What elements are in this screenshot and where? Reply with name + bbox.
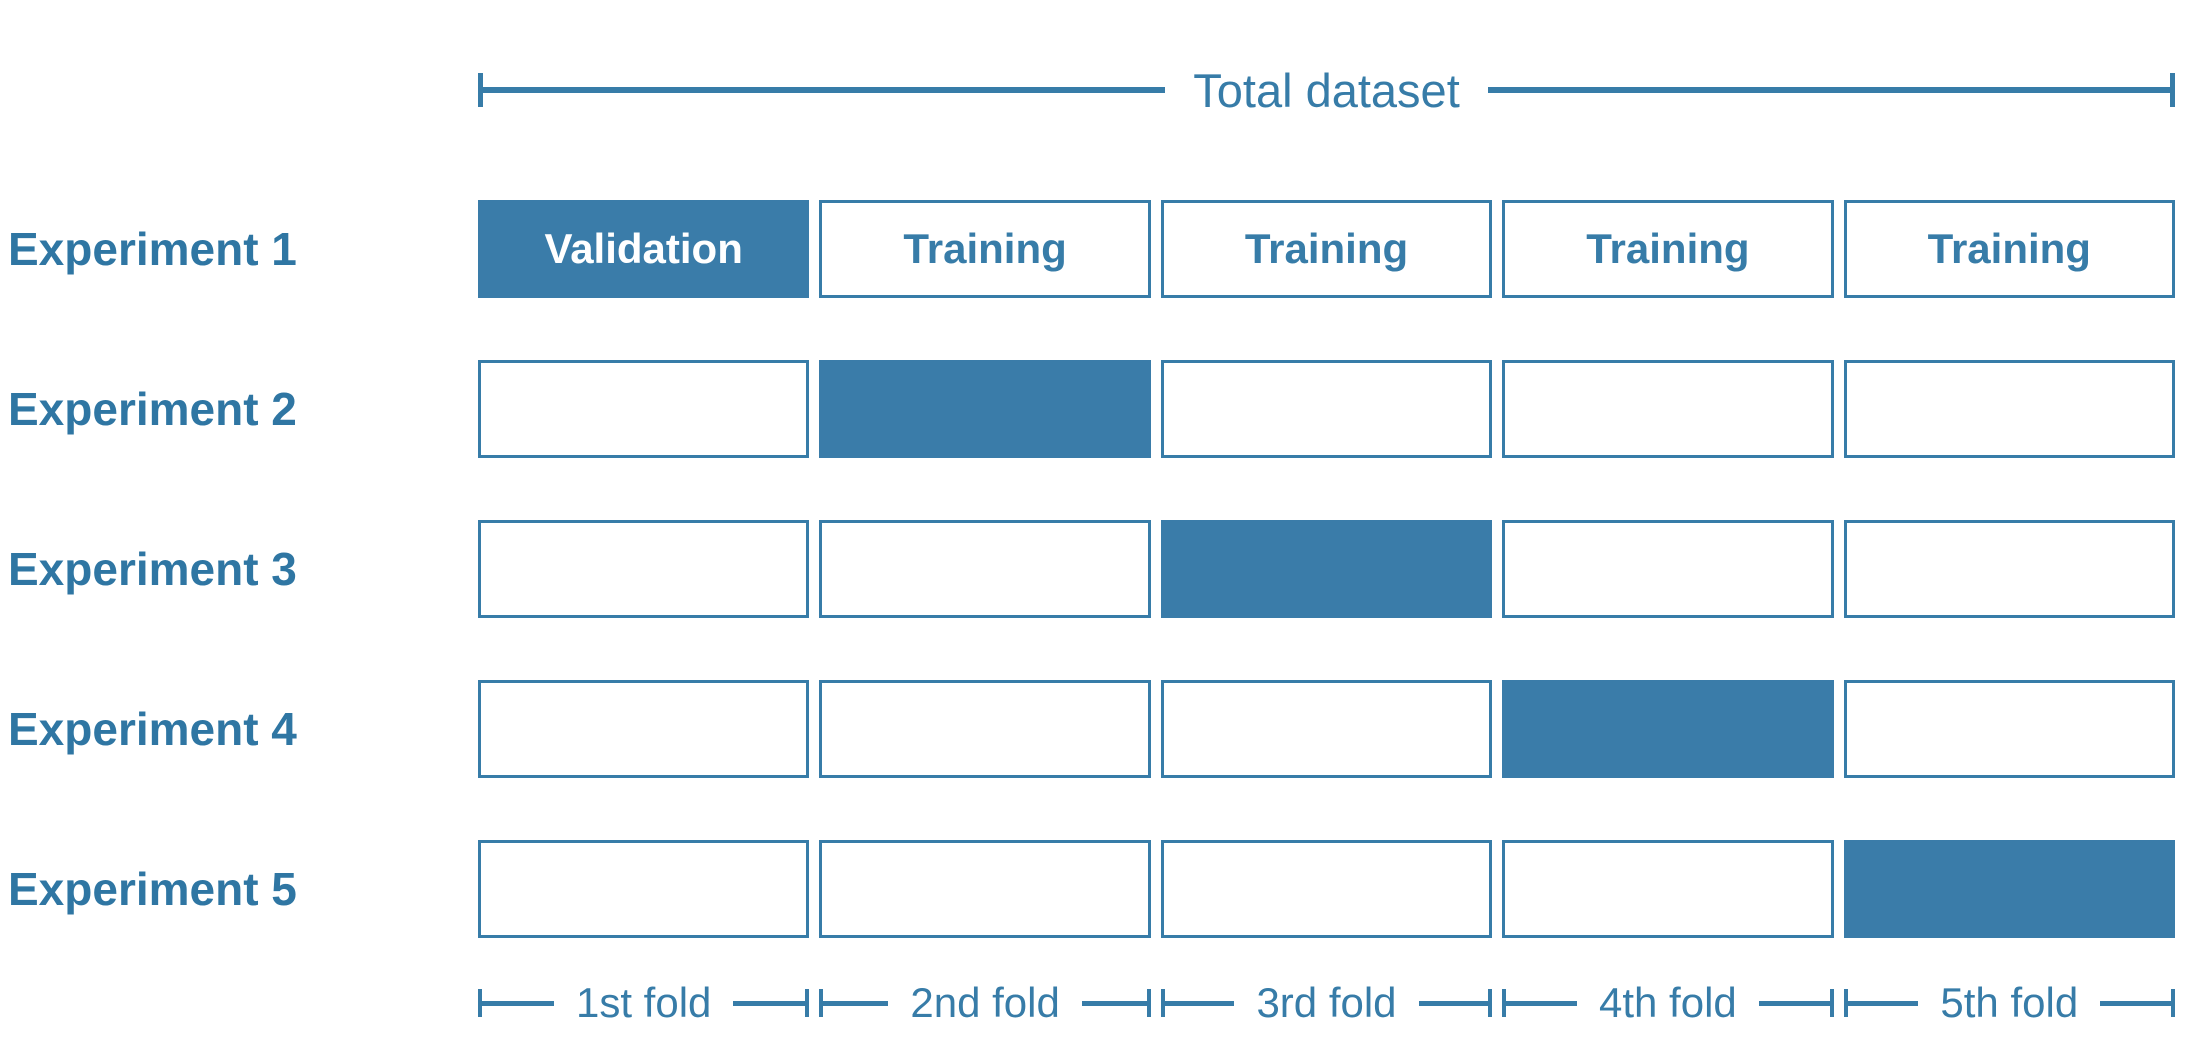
fold-2-label: 2nd fold xyxy=(910,979,1060,1026)
experiment-3-label: Experiment 3 xyxy=(8,543,297,595)
fold2-start-tick xyxy=(819,989,824,1017)
fold1-start-tick xyxy=(478,989,482,1017)
exp4-fold2-cell xyxy=(819,680,1151,778)
exp2-fold2-cell xyxy=(819,360,1151,458)
fold-bracket-1: 1st fold xyxy=(478,976,810,1030)
bracket-start-tick xyxy=(478,73,483,107)
experiment-4-label: Experiment 4 xyxy=(8,703,297,755)
exp4-fold4-cell xyxy=(1502,680,1834,778)
fold1-right-line xyxy=(733,1000,806,1006)
fold3-start-tick xyxy=(1160,989,1165,1017)
fold1-end-tick xyxy=(805,989,810,1017)
cell-label: Training xyxy=(1586,225,1750,272)
total-dataset-bracket: Total dataset xyxy=(478,62,2176,118)
experiment-row-1: Experiment 1 Validation Training Trainin… xyxy=(8,200,2175,298)
exp1-fold2-cell: Training xyxy=(819,200,1151,298)
fold5-end-tick xyxy=(2171,989,2175,1017)
fold-3-label: 3rd fold xyxy=(1256,979,1397,1026)
experiment-row-5: Experiment 5 xyxy=(8,840,2175,938)
fold-bracket-4: 4th fold xyxy=(1502,976,1834,1030)
fold2-left-line xyxy=(823,1000,889,1006)
exp2-fold5-cell xyxy=(1843,360,2175,458)
fold3-left-line xyxy=(1164,1000,1235,1006)
cell-label: Validation xyxy=(544,225,743,272)
fold-5-label: 5th fold xyxy=(1940,979,2079,1026)
fold-4-label: 4th fold xyxy=(1599,979,1737,1026)
fold1-left-line xyxy=(482,1000,554,1006)
exp4-fold1-cell xyxy=(478,680,810,778)
exp1-fold4-cell: Training xyxy=(1502,200,1834,298)
fold3-end-tick xyxy=(1488,989,1493,1017)
exp5-fold2-cell xyxy=(819,840,1151,938)
bracket-end-tick xyxy=(2170,73,2176,107)
bracket-left-line xyxy=(483,87,1166,93)
cell-label: Training xyxy=(903,225,1067,272)
experiment-row-3: Experiment 3 xyxy=(8,520,2175,618)
exp4-fold3-cell xyxy=(1160,680,1493,778)
cell-label: Training xyxy=(1927,225,2091,272)
experiment-5-label: Experiment 5 xyxy=(8,863,297,915)
fold5-right-line xyxy=(2100,1000,2171,1006)
exp1-fold5-cell: Training xyxy=(1843,200,2175,298)
fold4-start-tick xyxy=(1502,989,1507,1017)
fold5-left-line xyxy=(1847,1000,1919,1006)
exp2-fold1-cell xyxy=(478,360,810,458)
fold4-left-line xyxy=(1506,1000,1577,1006)
exp5-fold4-cell xyxy=(1502,840,1834,938)
fold-bracket-5: 5th fold xyxy=(1843,976,2175,1030)
fold-brackets-spacer xyxy=(8,976,468,1030)
exp5-fold1-cell xyxy=(478,840,810,938)
exp5-fold3-cell xyxy=(1160,840,1493,938)
exp3-fold1-cell xyxy=(478,520,810,618)
experiment-row-4: Experiment 4 xyxy=(8,680,2175,778)
fold2-end-tick xyxy=(1146,989,1151,1017)
exp3-fold4-cell xyxy=(1502,520,1834,618)
fold4-right-line xyxy=(1758,1000,1830,1006)
fold5-start-tick xyxy=(1843,989,1848,1017)
fold-1-label: 1st fold xyxy=(575,979,712,1026)
exp3-fold2-cell xyxy=(819,520,1151,618)
exp3-fold5-cell xyxy=(1843,520,2175,618)
fold-bracket-2: 2nd fold xyxy=(819,976,1151,1030)
fold3-right-line xyxy=(1418,1000,1489,1006)
bracket-right-line xyxy=(1487,87,2171,93)
fold-brackets-row: 1st fold 2nd fold 3rd fold 4th fold xyxy=(8,976,2175,1030)
exp3-fold3-cell xyxy=(1160,520,1493,618)
cell-label: Training xyxy=(1244,225,1409,272)
exp1-fold3-cell: Training xyxy=(1160,200,1493,298)
experiment-2-label: Experiment 2 xyxy=(8,383,297,435)
fold-bracket-3: 3rd fold xyxy=(1160,976,1493,1030)
fold2-right-line xyxy=(1081,1000,1147,1006)
total-dataset-label: Total dataset xyxy=(1193,63,1460,117)
exp2-fold3-cell xyxy=(1160,360,1493,458)
exp2-fold4-cell xyxy=(1502,360,1834,458)
experiment-1-label: Experiment 1 xyxy=(8,223,297,275)
exp1-fold1-cell: Validation xyxy=(478,200,810,298)
fold4-end-tick xyxy=(1829,989,1834,1017)
experiment-row-2: Experiment 2 xyxy=(8,360,2175,458)
exp4-fold5-cell xyxy=(1843,680,2175,778)
exp5-fold5-cell xyxy=(1843,840,2175,938)
